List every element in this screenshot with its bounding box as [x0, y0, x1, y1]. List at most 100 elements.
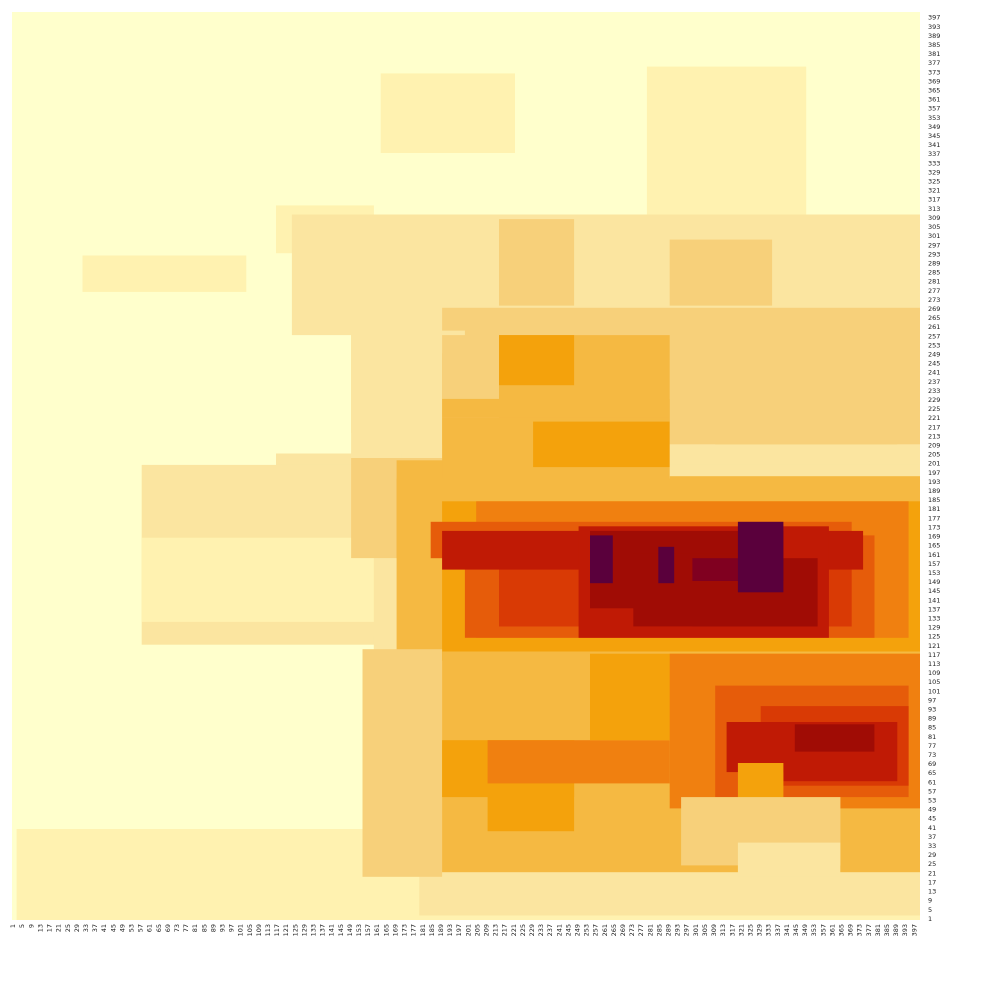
y-tick-label: 309	[928, 214, 940, 222]
x-tick-label: 229	[528, 924, 536, 936]
y-tick-label: 273	[928, 296, 940, 304]
y-tick-label: 81	[928, 733, 936, 741]
x-tick-label: 13	[36, 924, 44, 932]
heatmap-cell-block	[737, 842, 841, 877]
plot-area	[12, 12, 921, 920]
x-tick-label: 149	[346, 924, 354, 936]
x-tick-label: 185	[428, 924, 436, 936]
y-tick-label: 353	[928, 114, 940, 122]
x-tick-label: 249	[574, 924, 582, 936]
y-tick-label: 385	[928, 41, 940, 49]
x-tick-label: 61	[146, 924, 154, 932]
y-tick-label: 337	[928, 150, 940, 158]
x-tick-label: 269	[619, 924, 627, 936]
y-tick-label: 381	[928, 50, 940, 58]
y-tick-label: 101	[928, 687, 940, 695]
x-tick-label: 173	[401, 924, 409, 936]
x-tick-label: 17	[46, 924, 54, 932]
heatmap-cell-block	[658, 546, 675, 584]
y-tick-label: 109	[928, 669, 940, 677]
y-tick-label: 221	[928, 414, 940, 422]
y-tick-label: 285	[928, 269, 940, 277]
x-tick-label: 53	[128, 924, 136, 932]
y-tick-label: 329	[928, 168, 940, 176]
heatmap-cell-block	[590, 535, 613, 584]
x-tick-label: 261	[601, 924, 609, 936]
y-tick-label: 245	[928, 360, 940, 368]
x-tick-label: 45	[109, 924, 117, 932]
x-tick-label: 233	[537, 924, 545, 936]
y-tick-label: 277	[928, 287, 940, 295]
y-tick-label: 173	[928, 523, 940, 531]
x-tick-label: 129	[300, 924, 308, 936]
x-tick-label: 305	[701, 924, 709, 936]
x-tick-label: 213	[492, 924, 500, 936]
y-tick-label: 361	[928, 96, 940, 104]
y-tick-label: 205	[928, 451, 940, 459]
x-tick-label: 309	[710, 924, 718, 936]
y-tick-label: 345	[928, 132, 940, 140]
x-tick-label: 193	[446, 924, 454, 936]
y-tick-label: 325	[928, 178, 940, 186]
x-tick-label: 313	[719, 924, 727, 936]
x-tick-label: 197	[455, 924, 463, 936]
y-tick-label: 113	[928, 660, 940, 668]
y-tick-label: 145	[928, 587, 940, 595]
y-tick-label: 97	[928, 696, 936, 704]
y-tick-label: 53	[928, 797, 936, 805]
y-tick-label: 57	[928, 787, 936, 795]
x-tick-label: 29	[73, 924, 81, 932]
y-tick-label: 93	[928, 706, 936, 714]
x-tick-label: 89	[209, 924, 217, 932]
y-tick-label: 209	[928, 442, 940, 450]
x-tick-label: 153	[355, 924, 363, 936]
x-tick-label: 253	[583, 924, 591, 936]
y-tick-label: 193	[928, 478, 940, 486]
x-tick-label: 121	[282, 924, 290, 936]
x-tick-label: 317	[728, 924, 736, 936]
y-tick-label: 225	[928, 405, 940, 413]
y-tick-label: 317	[928, 196, 940, 204]
x-tick-label: 333	[765, 924, 773, 936]
y-tick-label: 157	[928, 560, 940, 568]
y-tick-label: 321	[928, 187, 940, 195]
x-tick-label: 369	[847, 924, 855, 936]
y-tick-label: 357	[928, 105, 940, 113]
x-tick-label: 361	[828, 924, 836, 936]
y-tick-label: 141	[928, 596, 940, 604]
y-tick-label: 21	[928, 869, 936, 877]
y-tick-label: 257	[928, 332, 940, 340]
heatmap-cell-block	[487, 740, 670, 784]
x-tick-label: 189	[437, 924, 445, 936]
y-tick-label: 61	[928, 778, 936, 786]
y-tick-label: 105	[928, 678, 940, 686]
x-tick-label: 133	[310, 924, 318, 936]
x-tick-label: 297	[683, 924, 691, 936]
x-tick-label: 101	[237, 924, 245, 936]
x-axis-ticks: 1 5 9 13 17 21 25 29 33 37 41 45 49 53 57 61 65 69 73 77 81 8…	[9, 924, 918, 936]
y-tick-label: 69	[928, 760, 936, 768]
x-tick-label: 389	[892, 924, 900, 936]
x-tick-label: 141	[328, 924, 336, 936]
y-tick-label: 65	[928, 769, 936, 777]
x-tick-label: 385	[883, 924, 891, 936]
x-tick-label: 293	[674, 924, 682, 936]
y-tick-label: 89	[928, 715, 936, 723]
x-tick-label: 217	[501, 924, 509, 936]
y-tick-label: 261	[928, 323, 940, 331]
y-tick-label: 181	[928, 505, 940, 513]
x-tick-label: 329	[756, 924, 764, 936]
y-tick-label: 397	[928, 14, 940, 22]
y-tick-label: 1	[928, 915, 932, 923]
x-tick-label: 301	[692, 924, 700, 936]
x-tick-label: 381	[874, 924, 882, 936]
x-tick-label: 165	[382, 924, 390, 936]
heatmap-cell-block	[442, 398, 670, 418]
x-tick-label: 137	[319, 924, 327, 936]
x-tick-label: 33	[82, 924, 90, 932]
x-tick-label: 221	[510, 924, 518, 936]
x-tick-label: 225	[519, 924, 527, 936]
x-tick-label: 257	[592, 924, 600, 936]
